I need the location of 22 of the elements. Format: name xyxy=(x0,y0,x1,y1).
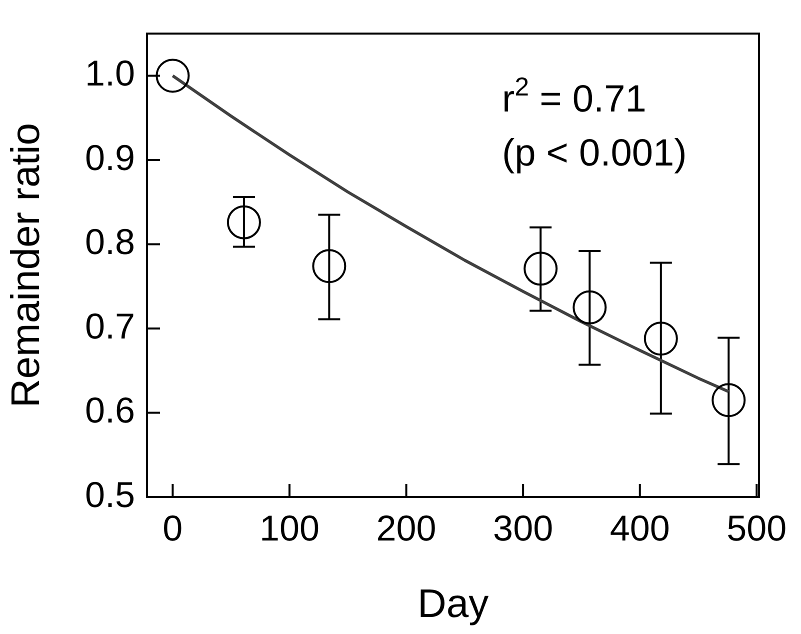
annotation: (p < 0.001) xyxy=(502,132,687,175)
x-tick-label: 300 xyxy=(493,508,554,549)
x-tick-label: 500 xyxy=(726,508,787,549)
point xyxy=(572,290,607,324)
point xyxy=(712,383,746,418)
y-tick-label: 0.7 xyxy=(84,305,135,346)
y-tick-label: 0.5 xyxy=(84,474,135,515)
y-tick-label: 1.0 xyxy=(84,52,135,94)
point xyxy=(644,322,678,356)
y-tick-label: 0.8 xyxy=(84,221,135,262)
point xyxy=(226,205,261,240)
point xyxy=(524,252,558,286)
point xyxy=(156,58,190,93)
x-tick-label: 400 xyxy=(610,508,670,549)
y-axis-title: Remainder ratio xyxy=(4,123,48,408)
point xyxy=(312,249,346,284)
x-tick-label: 200 xyxy=(376,508,436,549)
x-tick-label: 100 xyxy=(259,508,320,549)
x-axis-title: Day xyxy=(417,582,489,626)
x-tick-label: 0 xyxy=(162,508,183,549)
y-tick-label: 0.9 xyxy=(84,136,135,178)
y-tick-label: 0.6 xyxy=(84,390,135,431)
